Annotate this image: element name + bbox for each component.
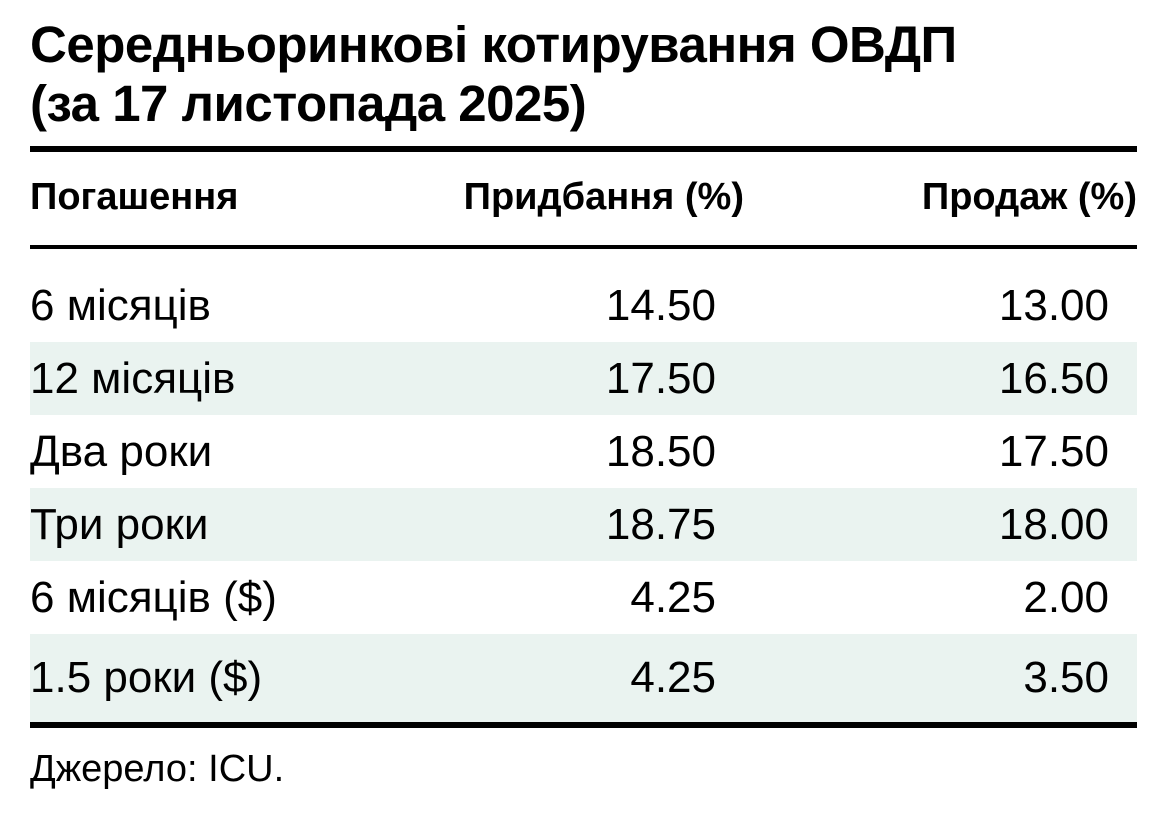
quotes-card: Середньоринкові котирування ОВДП (за 17 … <box>30 16 1137 791</box>
cell-ask: 2.00 <box>1023 572 1109 622</box>
table-row: Два роки 18.50 17.50 <box>30 415 1137 488</box>
cell-ask: 17.50 <box>998 426 1109 476</box>
title-line-2: (за 17 листопада 2025) <box>30 74 587 132</box>
source-note: Джерело: ICU. <box>30 748 285 791</box>
cell-maturity: 1.5 роки ($) <box>30 653 263 703</box>
column-header-ask: Продаж (%) <box>744 152 1137 250</box>
page-title: Середньоринкові котирування ОВДП (за 17 … <box>30 16 1137 133</box>
cell-bid: 18.75 <box>605 499 716 549</box>
quotes-table: Погашення Придбання (%) Продаж (%) 6 міс… <box>30 152 1137 723</box>
cell-ask: 3.50 <box>1023 653 1109 703</box>
cell-maturity: 6 місяців ($) <box>30 572 277 622</box>
title-divider <box>30 146 1137 153</box>
table-row: Три роки 18.75 18.00 <box>30 488 1137 562</box>
quotes-table-header: Погашення Придбання (%) Продаж (%) <box>30 152 1137 250</box>
cell-bid: 4.25 <box>630 572 716 622</box>
table-row: 6 місяців 14.50 13.00 <box>30 269 1137 342</box>
cell-bid: 17.50 <box>605 353 716 403</box>
table-bottom-divider <box>30 722 1137 729</box>
cell-ask: 16.50 <box>998 353 1109 403</box>
header-gap-spacer <box>30 247 1137 269</box>
title-line-1: Середньоринкові котирування ОВДП <box>30 16 957 73</box>
cell-maturity: 12 місяців <box>30 353 236 403</box>
cell-maturity: Три роки <box>30 499 209 549</box>
table-row: 12 місяців 17.50 16.50 <box>30 342 1137 416</box>
cell-ask: 18.00 <box>998 499 1109 549</box>
table-row: 6 місяців ($) 4.25 2.00 <box>30 561 1137 634</box>
cell-maturity: 6 місяців <box>30 280 211 330</box>
table-row: 1.5 роки ($) 4.25 3.50 <box>30 634 1137 723</box>
column-header-bid: Придбання (%) <box>400 152 744 250</box>
cell-maturity: Два роки <box>30 426 213 476</box>
cell-ask: 13.00 <box>998 280 1109 330</box>
quotes-table-body: 6 місяців 14.50 13.00 12 місяців 17.50 16.50 Д… <box>30 247 1137 723</box>
cell-bid: 4.25 <box>630 653 716 703</box>
cell-bid: 14.50 <box>605 280 716 330</box>
column-header-maturity: Погашення <box>30 152 400 250</box>
cell-bid: 18.50 <box>605 426 716 476</box>
